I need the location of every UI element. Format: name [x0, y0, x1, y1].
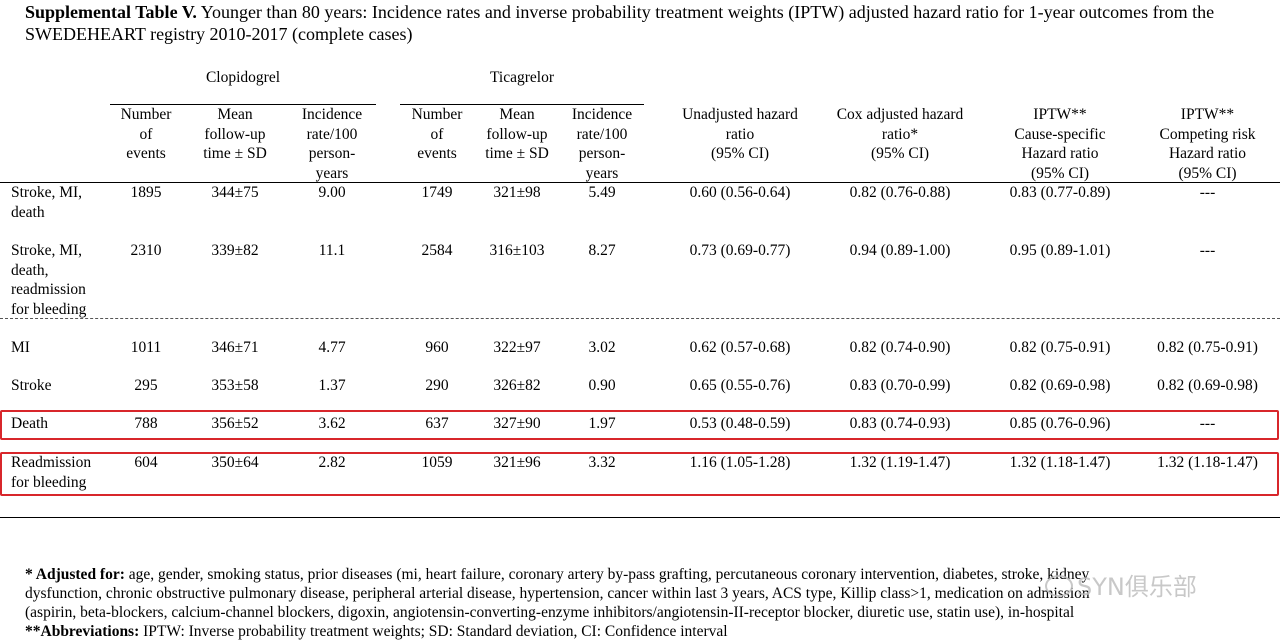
cell-c-rate: 2.82	[318, 454, 346, 471]
cell-c-followup: 350±64	[211, 454, 259, 471]
cell-iptw-cr: 0.82 (0.75-0.91)	[1157, 339, 1258, 356]
cell-c-followup: 339±82	[211, 242, 259, 259]
highlight-box-readmission	[0, 452, 1279, 496]
cell-c-rate: 9.00	[318, 184, 346, 201]
cell-c-rate: 11.1	[318, 242, 346, 259]
cell-label: Stroke, MI, death, readmission for bleeding	[11, 242, 87, 318]
cell-c-followup: 353±58	[211, 377, 259, 394]
cell-label: Death	[11, 415, 49, 432]
cell-unadj: 1.16 (1.05-1.28)	[689, 454, 791, 471]
cell-t-followup: 322±97	[493, 339, 541, 356]
cell-c-rate: 1.37	[318, 377, 346, 394]
cell-t-followup: 327±90	[493, 415, 541, 432]
cell-c-rate: 3.62	[318, 415, 346, 432]
cell-iptw-cs: 0.95 (0.89-1.01)	[1009, 242, 1111, 259]
cell-t-rate: 3.02	[588, 339, 616, 356]
caption-label: Supplemental Table V.	[25, 2, 197, 22]
cell-unadj: 0.65 (0.55-0.76)	[689, 377, 791, 394]
footnote-abbrev-label: **Abbreviations:	[25, 623, 140, 640]
cell-t-rate: 5.49	[588, 184, 616, 201]
cell-cox: 0.83 (0.74-0.93)	[849, 415, 951, 432]
caption-text: Younger than 80 years: Incidence rates a…	[25, 2, 1215, 44]
cell-c-events: 788	[134, 415, 158, 432]
column-header-iptw-cr: IPTW** Competing risk Hazard ratio (95% CI)	[1159, 106, 1256, 182]
group-header-clopidogrel: Clopidogrel	[205, 69, 281, 86]
cell-c-events: 2310	[130, 242, 162, 259]
cell-iptw-cr: ---	[1199, 184, 1216, 201]
column-header-unadj: Unadjusted hazard ratio (95% CI)	[682, 106, 798, 162]
group-header-ticagrelor: Ticagrelor	[490, 69, 554, 86]
cell-t-events: 960	[425, 339, 449, 356]
column-header-t-rate: Incidence rate/100 person-years	[571, 106, 633, 182]
cell-iptw-cr: ---	[1199, 242, 1216, 259]
footnote-adjusted-line2: dysfunction, chronic obstructive pulmona…	[25, 585, 1090, 602]
cell-c-events: 1011	[130, 339, 162, 356]
column-header-c-followup: Mean follow-up time ± SD	[203, 106, 267, 162]
group-underline-clopidogrel	[110, 104, 376, 105]
column-header-c-rate: Incidence rate/100 person-years	[301, 106, 363, 182]
cell-iptw-cr: 1.32 (1.18-1.47)	[1157, 454, 1258, 471]
cell-t-followup: 321±98	[493, 184, 541, 201]
cell-cox: 0.82 (0.76-0.88)	[849, 184, 951, 201]
wechat-icon	[1045, 575, 1073, 597]
cell-t-rate: 1.97	[588, 415, 616, 432]
cell-unadj: 0.53 (0.48-0.59)	[689, 415, 791, 432]
cell-label: MI	[11, 339, 30, 356]
group-underline-ticagrelor	[400, 104, 644, 105]
cell-t-followup: 326±82	[493, 377, 541, 394]
cell-t-followup: 321±96	[493, 454, 541, 471]
cell-unadj: 0.73 (0.69-0.77)	[689, 242, 791, 259]
column-header-iptw-cs: IPTW** Cause-specific Hazard ratio (95% CI)	[1014, 106, 1106, 182]
cell-t-events: 290	[425, 377, 449, 394]
watermark: SYN俱乐部	[1045, 567, 1197, 602]
cell-c-events: 1895	[130, 184, 162, 201]
cell-cox: 0.83 (0.70-0.99)	[849, 377, 951, 394]
cell-c-followup: 356±52	[211, 415, 259, 432]
column-header-c-events: Number of events	[120, 106, 172, 162]
cell-t-events: 637	[425, 415, 449, 432]
cell-label: Stroke	[11, 377, 52, 394]
cell-t-followup: 316±103	[489, 242, 545, 259]
cell-cox: 0.82 (0.74-0.90)	[849, 339, 951, 356]
cell-iptw-cr: 0.82 (0.69-0.98)	[1157, 377, 1258, 394]
cell-label: Stroke, MI, death	[11, 184, 83, 221]
cell-c-events: 295	[134, 377, 158, 394]
cell-unadj: 0.62 (0.57-0.68)	[689, 339, 791, 356]
header-rule	[0, 182, 1280, 183]
column-header-t-followup: Mean follow-up time ± SD	[485, 106, 549, 162]
cell-iptw-cr: ---	[1199, 415, 1216, 432]
cell-iptw-cs: 1.32 (1.18-1.47)	[1009, 454, 1111, 471]
footnote-adjusted-label: * Adjusted for:	[25, 566, 125, 583]
highlight-box-death	[0, 410, 1279, 440]
column-header-cox: Cox adjusted hazard ratio* (95% CI)	[836, 106, 964, 162]
cell-t-rate: 8.27	[588, 242, 616, 259]
cell-c-followup: 344±75	[211, 184, 259, 201]
cell-t-events: 1749	[421, 184, 453, 201]
footnote-adjusted-line1: * Adjusted for: age, gender, smoking sta…	[25, 566, 1090, 583]
cell-iptw-cs: 0.82 (0.75-0.91)	[1009, 339, 1111, 356]
cell-c-rate: 4.77	[318, 339, 346, 356]
column-header-t-events: Number of events	[411, 106, 463, 162]
cell-cox: 1.32 (1.19-1.47)	[849, 454, 951, 471]
cell-t-rate: 3.32	[588, 454, 616, 471]
cell-iptw-cs: 0.83 (0.77-0.89)	[1009, 184, 1111, 201]
bottom-rule	[0, 517, 1280, 518]
cell-label: Readmission for bleeding	[11, 454, 92, 491]
cell-cox: 0.94 (0.89-1.00)	[849, 242, 951, 259]
footnote-abbreviations: **Abbreviations: IPTW: Inverse probabili…	[25, 623, 728, 640]
cell-t-events: 1059	[421, 454, 453, 471]
table-caption: Supplemental Table V. Younger than 80 ye…	[25, 1, 1225, 45]
cell-t-events: 2584	[421, 242, 453, 259]
section-divider	[0, 318, 1280, 319]
footnote-adjusted-line3: (aspirin, beta-blockers, calcium-channel…	[25, 604, 1075, 621]
cell-c-followup: 346±71	[211, 339, 259, 356]
cell-c-events: 604	[134, 454, 158, 471]
cell-iptw-cs: 0.85 (0.76-0.96)	[1009, 415, 1111, 432]
cell-t-rate: 0.90	[588, 377, 616, 394]
cell-unadj: 0.60 (0.56-0.64)	[689, 184, 791, 201]
cell-iptw-cs: 0.82 (0.69-0.98)	[1009, 377, 1111, 394]
